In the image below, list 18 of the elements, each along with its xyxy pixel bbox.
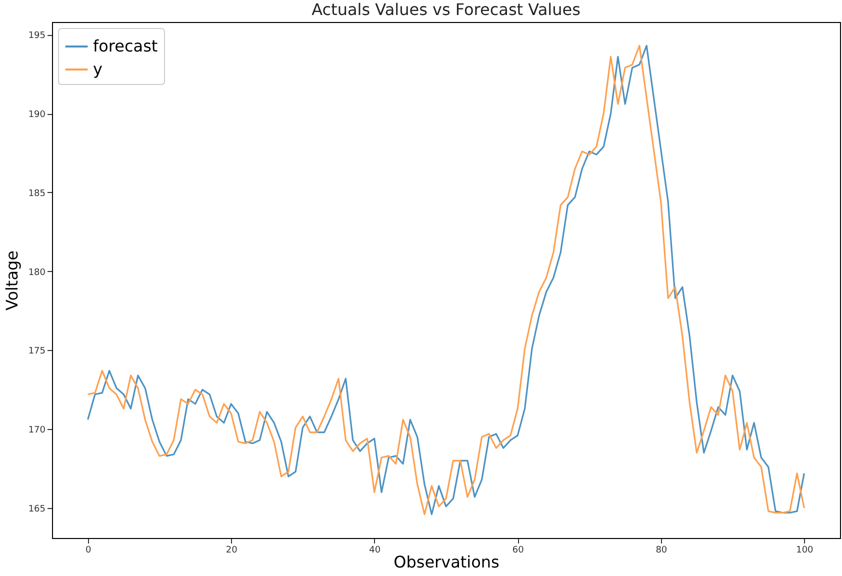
x-axis-title: Observations [394,552,500,572]
x-tick-label: 80 [656,546,668,556]
x-tick-label: 0 [85,546,92,556]
y-tick-label: 185 [28,188,46,199]
chart-title: Actuals Values vs Forecast Values [312,0,580,19]
y-tick-label: 195 [28,31,46,42]
y-tick-label: 165 [28,504,46,515]
y-tick-label: 190 [28,110,46,120]
x-tick-label: 40 [369,546,381,556]
legend-label: forecast [93,36,158,56]
legend-label: y [93,60,102,78]
x-tick-label: 20 [226,546,238,556]
x-tick-label: 60 [512,546,524,556]
y-axis-title: Voltage [2,250,22,311]
y-tick-label: 175 [28,346,46,357]
y-tick-label: 170 [28,426,46,436]
y-tick-label: 180 [28,268,46,278]
x-tick-label: 100 [796,546,814,556]
